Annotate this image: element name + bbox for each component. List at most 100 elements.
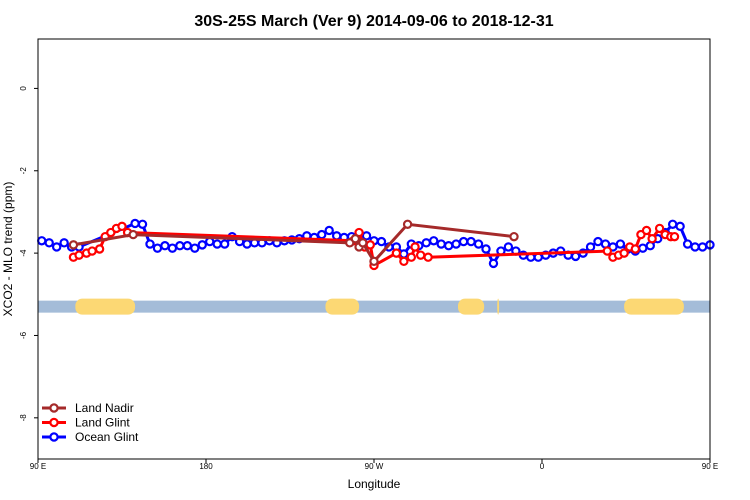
data-point <box>175 241 185 251</box>
data-point <box>167 243 178 253</box>
land-segment <box>458 298 485 315</box>
y-tick-label: -6 <box>19 331 28 339</box>
legend-item: Land Glint <box>42 416 130 430</box>
data-point <box>410 242 420 252</box>
data-point <box>350 234 361 244</box>
data-point <box>593 236 603 247</box>
data-point <box>421 238 431 248</box>
data-point <box>615 239 626 249</box>
data-point <box>503 242 514 252</box>
data-point <box>602 246 613 256</box>
data-point <box>219 239 230 249</box>
data-point <box>68 240 79 250</box>
data-point <box>391 248 402 258</box>
x-axis-label: Longitude <box>348 477 401 491</box>
data-point <box>324 225 334 236</box>
chart-title: 30S-25S March (Ver 9) 2014-09-06 to 2018… <box>194 13 553 30</box>
data-point <box>130 218 140 229</box>
y-tick-label: -8 <box>19 414 28 422</box>
data-point <box>317 229 327 240</box>
data-point <box>415 250 426 260</box>
data-point <box>117 221 127 232</box>
data-point <box>406 252 417 262</box>
land-segment <box>325 298 360 315</box>
land-ocean-band <box>38 298 710 315</box>
data-point <box>436 239 446 249</box>
data-point <box>509 231 519 242</box>
data-point <box>443 241 454 251</box>
data-point <box>212 239 222 249</box>
data-point <box>74 250 84 260</box>
y-tick-label: 0 <box>19 86 28 91</box>
data-point <box>160 241 170 251</box>
data-point <box>369 256 379 267</box>
data-point <box>399 256 409 267</box>
data-point <box>429 236 439 246</box>
series-land-nadir <box>68 219 519 267</box>
data-point <box>585 242 596 252</box>
data-point <box>197 240 207 250</box>
legend-marker <box>49 432 59 442</box>
data-point <box>667 219 678 229</box>
data-point <box>242 239 252 249</box>
data-point <box>182 241 193 251</box>
data-point <box>358 238 368 248</box>
x-tick-label: 180 <box>199 462 213 471</box>
data-point <box>128 229 138 240</box>
data-point <box>697 242 708 252</box>
ocean-band <box>38 300 710 313</box>
data-point <box>473 239 484 249</box>
data-point <box>361 231 372 241</box>
data-point <box>331 231 342 241</box>
series-land-glint <box>68 221 680 271</box>
x-tick-label: 90 E <box>702 462 718 471</box>
data-point <box>190 243 200 253</box>
data-point <box>675 221 685 232</box>
data-point <box>137 219 148 229</box>
legend-item: Land Nadir <box>42 401 134 415</box>
y-axis: 0 -2 -4 -6 -8 <box>19 86 38 422</box>
data-point <box>654 223 665 234</box>
x-tick-label: 90 E <box>30 462 46 471</box>
legend-marker <box>49 417 59 428</box>
data-point <box>466 236 476 247</box>
data-point <box>376 236 387 247</box>
data-point <box>669 231 680 242</box>
legend-label: Land Glint <box>75 416 130 430</box>
data-point <box>152 243 163 253</box>
series-layer <box>37 218 715 271</box>
data-point <box>481 244 491 254</box>
data-point <box>402 219 413 229</box>
legend-item: Ocean Glint <box>42 430 139 444</box>
legend-marker <box>49 403 59 413</box>
data-point <box>365 240 375 250</box>
data-point <box>488 258 499 269</box>
data-point <box>690 242 700 252</box>
data-point <box>87 246 97 256</box>
data-point <box>451 239 461 249</box>
data-point <box>458 236 469 247</box>
data-point <box>59 238 69 248</box>
y-tick-label: -4 <box>19 249 28 257</box>
x-tick-label: 0 <box>540 462 545 471</box>
legend-label: Land Nadir <box>75 401 134 415</box>
data-point <box>94 244 105 254</box>
data-point <box>638 243 648 253</box>
data-point <box>570 251 581 262</box>
data-point <box>44 238 54 248</box>
land-segment <box>497 298 500 315</box>
x-axis: 90 E 180 90 W 0 90 E <box>30 459 718 471</box>
y-axis-label: XCO2 - MLO trend (ppm) <box>1 182 15 317</box>
y-tick-label: -2 <box>19 167 28 175</box>
land-segment <box>75 298 136 315</box>
land-segment <box>624 298 684 315</box>
x-tick-label: 90 W <box>365 462 384 471</box>
data-point <box>647 234 657 244</box>
data-point <box>51 242 62 252</box>
data-point <box>630 244 641 254</box>
data-point <box>423 252 433 262</box>
data-point <box>619 248 629 258</box>
legend-label: Ocean Glint <box>75 430 139 444</box>
